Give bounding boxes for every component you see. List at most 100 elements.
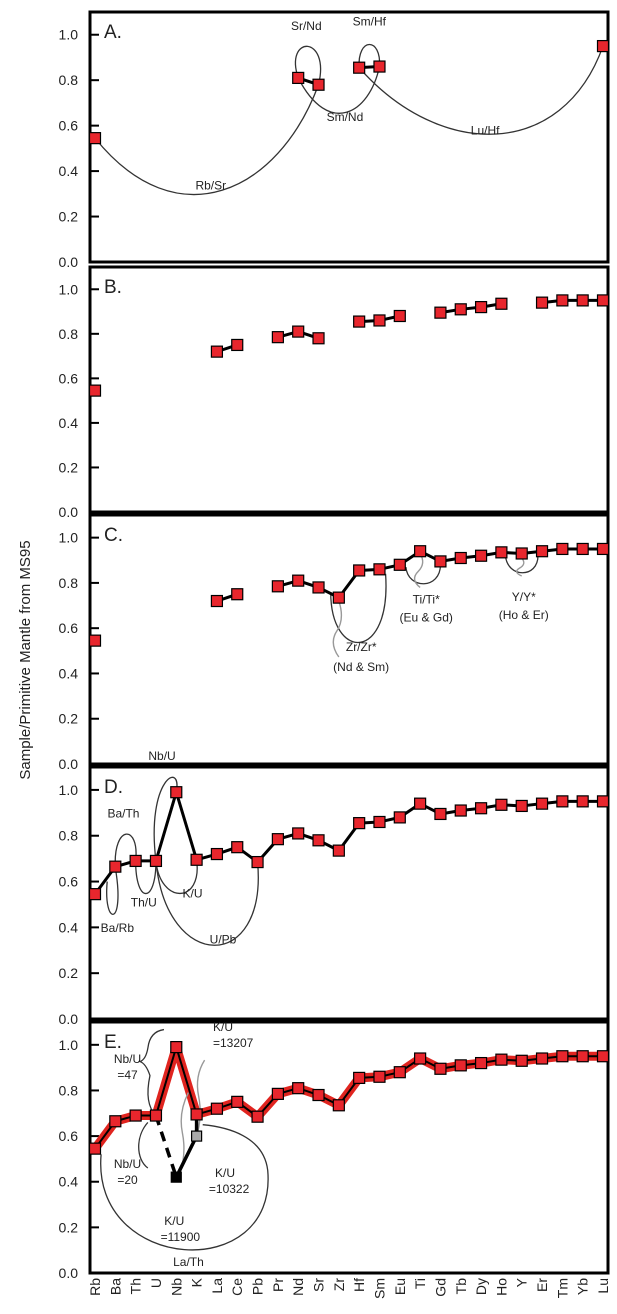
annotation-ku1: K/U <box>213 1020 233 1034</box>
data-point-ho <box>495 546 508 559</box>
x-tick-label-yb: Yb <box>575 1278 591 1295</box>
annotation-arc <box>153 776 178 862</box>
alt-data-point <box>170 1171 182 1183</box>
y-tick-label: 0.0 <box>59 504 79 520</box>
y-tick-label: 1.0 <box>59 530 79 546</box>
y-tick-label: 0.4 <box>59 919 79 935</box>
data-point-ce <box>231 338 244 352</box>
annotation-thu: Th/U <box>131 896 157 910</box>
x-tick-label-pb: Pb <box>250 1278 266 1295</box>
x-tick-label-sm: Sm <box>371 1278 387 1299</box>
data-point-er <box>535 797 549 810</box>
x-tick-label-tb: Tb <box>453 1278 469 1295</box>
annotation-zr-sub: (Nd & Sm) <box>333 660 389 674</box>
annotation-srnd: Sr/Nd <box>291 19 322 33</box>
y-tick-label: 0.6 <box>59 118 79 134</box>
data-point-ti <box>414 545 427 558</box>
annotation-ku1-val: =13207 <box>213 1036 254 1050</box>
data-point-sm <box>373 563 386 576</box>
x-tick-label-dy: Dy <box>473 1278 489 1295</box>
x-tick-label-ba: Ba <box>107 1278 123 1295</box>
squiggle <box>332 600 343 658</box>
y-tick-label: 0.2 <box>59 459 79 475</box>
y-tick-label: 1.0 <box>59 782 79 798</box>
x-tick-label-u: U <box>148 1278 164 1288</box>
data-point-la <box>210 345 224 358</box>
annotation-ku3: K/U <box>215 1166 235 1180</box>
panel-label: A. <box>104 22 122 43</box>
data-point-hf <box>353 817 366 830</box>
data-point-ce <box>231 588 244 601</box>
data-point-nb <box>170 1040 183 1054</box>
y-tick-label: 0.8 <box>59 828 79 844</box>
data-point-ho <box>495 297 508 310</box>
data-point-hf <box>353 61 366 74</box>
data-point-nb <box>170 786 183 799</box>
data-point-pr <box>271 580 284 593</box>
x-tick-label-ti: Ti <box>412 1278 428 1289</box>
data-point-zr <box>332 591 345 604</box>
y-tick-label: 0.6 <box>59 370 79 386</box>
squiggle <box>516 557 525 577</box>
data-point-lu <box>596 795 610 808</box>
series-line <box>541 298 603 305</box>
annotation-nbu2: Nb/U <box>114 1157 141 1171</box>
annotation-nbu1: Nb/U <box>114 1052 141 1066</box>
data-point-tm <box>556 1050 569 1063</box>
y-tick-label: 0.2 <box>59 209 79 225</box>
annotation-arc <box>100 1124 269 1251</box>
y-tick-label: 0.4 <box>59 1174 79 1190</box>
data-point-pr <box>271 833 284 846</box>
y-tick-label: 0.2 <box>59 711 79 727</box>
data-point-ce <box>231 1095 244 1108</box>
dashed-segment <box>154 1115 178 1178</box>
panel-label: D. <box>104 777 123 798</box>
data-point-tb <box>454 1059 467 1072</box>
data-point-yb <box>576 1050 589 1063</box>
solid-segment <box>174 1114 199 1178</box>
panel-frame <box>88 10 610 264</box>
y-tick-label: 0.0 <box>59 1265 79 1281</box>
y-tick-label: 0.4 <box>59 163 79 179</box>
x-tick-label-k: K <box>189 1277 205 1287</box>
annotation-arc <box>155 859 198 895</box>
data-point-tb <box>454 804 467 817</box>
data-point-ho <box>495 1053 508 1066</box>
alt-data-point <box>191 1130 203 1142</box>
data-point-yb <box>576 795 589 808</box>
data-point-sr <box>312 78 325 91</box>
panel-frame <box>88 265 610 514</box>
data-point-hf <box>353 564 366 577</box>
data-point-sr <box>312 332 325 345</box>
y-tick-label: 0.2 <box>59 965 79 981</box>
x-tick-label-y: Y <box>514 1277 530 1287</box>
data-point-lu <box>596 294 610 307</box>
data-point-eu <box>393 1066 406 1079</box>
x-tick-label-rb: Rb <box>87 1278 103 1296</box>
data-point-zr <box>332 1099 345 1112</box>
y-tick-label: 0.8 <box>59 72 79 88</box>
x-tick-label-tm: Tm <box>554 1278 570 1298</box>
data-point-th <box>129 854 142 868</box>
y-tick-label: 0.6 <box>59 1128 79 1144</box>
data-point-lu <box>596 1050 610 1063</box>
data-point-ba <box>109 1115 122 1128</box>
data-point-eu <box>393 811 406 824</box>
x-tick-label-sr: Sr <box>311 1278 327 1292</box>
panel-label: B. <box>104 277 122 298</box>
data-point-gd <box>434 555 447 568</box>
annotation-smhf: Sm/Hf <box>353 15 387 29</box>
annotation-arc <box>297 66 381 114</box>
data-point-nd <box>292 574 305 587</box>
data-point-ti <box>414 797 427 810</box>
x-tick-label-er: Er <box>534 1278 550 1292</box>
data-point-y <box>515 1054 528 1067</box>
data-point-hf <box>353 1071 366 1085</box>
data-point-rb <box>88 888 102 901</box>
data-point-er <box>535 545 549 558</box>
data-point-sr <box>312 1088 325 1102</box>
annotation-y: Y/Y* <box>512 590 536 604</box>
data-point-dy <box>474 1056 488 1070</box>
y-tick-label: 0.0 <box>59 756 79 772</box>
annotation-arc <box>137 1028 165 1117</box>
